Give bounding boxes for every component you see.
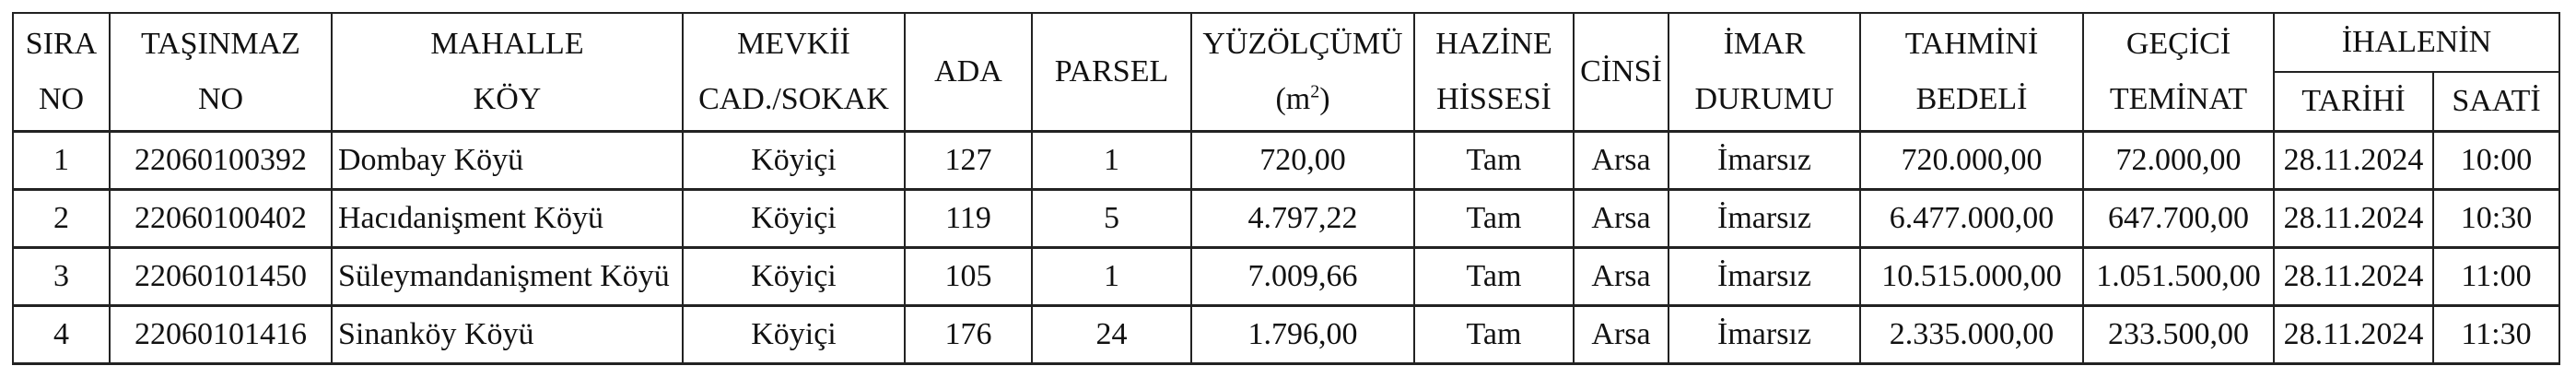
cell-mevkii: Köyiçi — [682, 246, 906, 307]
cell-sira: 3 — [12, 246, 111, 307]
cell-ada: 119 — [904, 188, 1033, 249]
table-row: 4 22060101416 Sinanköy Köyü Köyiçi 176 24 1.79… — [12, 304, 2560, 365]
cell-hazine: Tam — [1413, 246, 1575, 307]
cell-tahmini: 2.335.000,00 — [1859, 304, 2084, 365]
cell-mevkii: Köyiçi — [682, 188, 906, 249]
cell-mahalle: Dombay Köyü — [331, 130, 684, 191]
cell-mahalle: Hacıdanişment Köyü — [331, 188, 684, 249]
cell-imar: İmarsız — [1668, 246, 1861, 307]
table-row: 2 22060100402 Hacıdanişment Köyü Köyiçi 119 5… — [12, 188, 2560, 249]
header-yuzolcumu: YÜZÖLÇÜMÜ (m2) — [1190, 12, 1415, 133]
cell-mevkii: Köyiçi — [682, 304, 906, 365]
cell-saati: 10:30 — [2432, 188, 2560, 249]
cell-ada: 176 — [904, 304, 1033, 365]
header-ada: ADA — [904, 12, 1033, 133]
header-mevkii: MEVKİİ CAD./SOKAK — [682, 12, 906, 133]
cell-sira: 1 — [12, 130, 111, 191]
cell-tarihi: 28.11.2024 — [2273, 246, 2434, 307]
cell-hazine: Tam — [1413, 130, 1575, 191]
cell-parsel: 1 — [1031, 246, 1192, 307]
table-header: SIRA NO TAŞINMAZ NO MAHALLE KÖY MEVKİİ CAD./… — [12, 12, 2560, 133]
table-body: 1 22060100392 Dombay Köyü Köyiçi 127 1 720,00 T… — [12, 130, 2560, 365]
header-tasinmaz-no: TAŞINMAZ NO — [109, 12, 333, 133]
header-cinsi: CİNSİ — [1573, 12, 1669, 133]
auction-table: SIRA NO TAŞINMAZ NO MAHALLE KÖY MEVKİİ CAD./… — [12, 12, 2560, 365]
cell-cinsi: Arsa — [1573, 130, 1669, 191]
cell-yuzolcumu: 4.797,22 — [1190, 188, 1415, 249]
header-sira-no: SIRA NO — [12, 12, 111, 133]
cell-saati: 11:00 — [2432, 246, 2560, 307]
cell-cinsi: Arsa — [1573, 188, 1669, 249]
cell-gecici: 1.051.500,00 — [2082, 246, 2275, 307]
cell-hazine: Tam — [1413, 188, 1575, 249]
header-tarihi: TARİHİ — [2273, 71, 2434, 133]
cell-tahmini: 6.477.000,00 — [1859, 188, 2084, 249]
cell-mevkii: Köyiçi — [682, 130, 906, 191]
cell-sira: 4 — [12, 304, 111, 365]
cell-tahmini: 10.515.000,00 — [1859, 246, 2084, 307]
cell-imar: İmarsız — [1668, 130, 1861, 191]
cell-mahalle: Süleymandanişment Köyü — [331, 246, 684, 307]
header-hazine-hissesi: HAZİNE HİSSESİ — [1413, 12, 1575, 133]
cell-tarihi: 28.11.2024 — [2273, 188, 2434, 249]
cell-tahmini: 720.000,00 — [1859, 130, 2084, 191]
cell-tasinmaz: 22060101450 — [109, 246, 333, 307]
header-mahalle-koy: MAHALLE KÖY — [331, 12, 684, 133]
cell-yuzolcumu: 1.796,00 — [1190, 304, 1415, 365]
cell-gecici: 233.500,00 — [2082, 304, 2275, 365]
header-ihalenin: İHALENİN — [2273, 12, 2560, 73]
header-tahmini-bedeli: TAHMİNİ BEDELİ — [1859, 12, 2084, 133]
cell-saati: 10:00 — [2432, 130, 2560, 191]
table-row: 3 22060101450 Süleymandanişment Köyü Köyiçi… — [12, 246, 2560, 307]
cell-gecici: 647.700,00 — [2082, 188, 2275, 249]
cell-tasinmaz: 22060100402 — [109, 188, 333, 249]
cell-gecici: 72.000,00 — [2082, 130, 2275, 191]
cell-tasinmaz: 22060100392 — [109, 130, 333, 191]
cell-parsel: 24 — [1031, 304, 1192, 365]
header-parsel: PARSEL — [1031, 12, 1192, 133]
cell-ada: 105 — [904, 246, 1033, 307]
cell-yuzolcumu: 720,00 — [1190, 130, 1415, 191]
cell-tarihi: 28.11.2024 — [2273, 304, 2434, 365]
cell-ada: 127 — [904, 130, 1033, 191]
cell-sira: 2 — [12, 188, 111, 249]
cell-imar: İmarsız — [1668, 188, 1861, 249]
cell-parsel: 5 — [1031, 188, 1192, 249]
cell-yuzolcumu: 7.009,66 — [1190, 246, 1415, 307]
cell-parsel: 1 — [1031, 130, 1192, 191]
cell-saati: 11:30 — [2432, 304, 2560, 365]
cell-imar: İmarsız — [1668, 304, 1861, 365]
cell-mahalle: Sinanköy Köyü — [331, 304, 684, 365]
cell-hazine: Tam — [1413, 304, 1575, 365]
cell-cinsi: Arsa — [1573, 246, 1669, 307]
header-saati: SAATİ — [2432, 71, 2560, 133]
cell-tasinmaz: 22060101416 — [109, 304, 333, 365]
header-gecici-teminat: GEÇİCİ TEMİNAT — [2082, 12, 2275, 133]
table-row: 1 22060100392 Dombay Köyü Köyiçi 127 1 720,00 T… — [12, 130, 2560, 191]
cell-tarihi: 28.11.2024 — [2273, 130, 2434, 191]
header-imar-durumu: İMAR DURUMU — [1668, 12, 1861, 133]
cell-cinsi: Arsa — [1573, 304, 1669, 365]
